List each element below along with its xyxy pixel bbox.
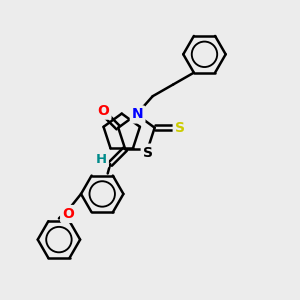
- Text: O: O: [62, 207, 74, 221]
- Text: S: S: [175, 121, 185, 135]
- Text: H: H: [96, 153, 107, 166]
- Text: O: O: [98, 104, 110, 118]
- Text: S: S: [143, 146, 153, 160]
- Text: N: N: [132, 107, 143, 122]
